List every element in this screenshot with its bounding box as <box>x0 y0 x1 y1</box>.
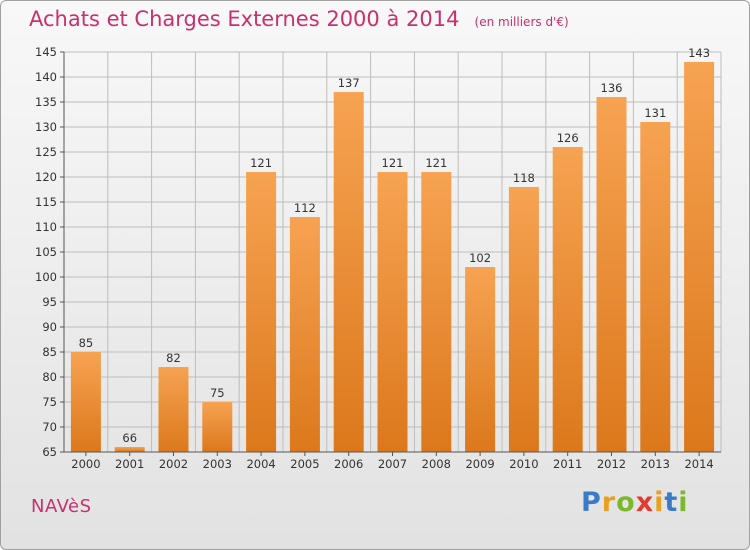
x-tick-label: 2001 <box>115 457 144 471</box>
x-tick-label: 2004 <box>246 457 275 471</box>
bar <box>246 172 277 452</box>
logo-letter: x <box>635 487 655 518</box>
y-tick-label: 115 <box>35 195 57 209</box>
x-tick-label: 2007 <box>378 457 407 471</box>
bar <box>70 352 101 452</box>
town-name: NAVèS <box>31 496 92 517</box>
x-tick-label: 2000 <box>71 457 100 471</box>
bar <box>640 122 671 452</box>
value-label: 112 <box>294 201 316 215</box>
logo-letter: r <box>601 487 617 518</box>
y-tick-label: 145 <box>35 45 57 59</box>
y-tick-label: 135 <box>35 95 57 109</box>
value-label: 136 <box>601 81 623 95</box>
y-tick-label: 70 <box>42 420 57 434</box>
value-label: 85 <box>79 336 94 350</box>
chart-subtitle: (en milliers d'€) <box>474 15 569 29</box>
x-tick-label: 2005 <box>290 457 319 471</box>
y-tick-label: 140 <box>35 70 57 84</box>
bar <box>289 217 320 452</box>
value-label: 121 <box>425 156 447 170</box>
value-label: 126 <box>557 131 579 145</box>
x-tick-label: 2006 <box>334 457 363 471</box>
x-tick-label: 2012 <box>597 457 626 471</box>
bar <box>552 147 583 452</box>
x-tick-label: 2003 <box>203 457 232 471</box>
y-tick-label: 130 <box>35 120 57 134</box>
chart-title: Achats et Charges Externes 2000 à 2014 <box>29 7 460 31</box>
x-tick-label: 2014 <box>684 457 713 471</box>
value-label: 137 <box>338 76 360 90</box>
y-tick-label: 90 <box>42 320 57 334</box>
bars <box>70 62 715 452</box>
logo-letter: i <box>654 487 665 518</box>
value-label: 75 <box>210 386 225 400</box>
x-tick-label: 2010 <box>509 457 538 471</box>
bar <box>377 172 408 452</box>
value-label: 131 <box>644 106 666 120</box>
bar <box>596 97 627 452</box>
value-label: 82 <box>166 351 181 365</box>
logo-letter: i <box>678 487 689 518</box>
bar <box>158 367 189 452</box>
logo-letter: o <box>616 487 636 518</box>
y-tick-label: 110 <box>35 220 57 234</box>
x-tick-label: 2009 <box>465 457 494 471</box>
title-row: Achats et Charges Externes 2000 à 2014 (… <box>29 7 569 31</box>
logo-letter: P <box>581 487 602 518</box>
y-tick-label: 85 <box>42 345 57 359</box>
y-tick-label: 80 <box>42 370 57 384</box>
axes <box>60 51 721 456</box>
y-tick-label: 95 <box>42 295 57 309</box>
value-label: 66 <box>122 431 137 445</box>
x-tick-label: 2008 <box>422 457 451 471</box>
bar <box>202 402 233 452</box>
y-tick-label: 125 <box>35 145 57 159</box>
bar <box>684 62 715 452</box>
logo-letter: t <box>664 487 679 518</box>
value-label: 102 <box>469 251 491 265</box>
proxiti-logo[interactable]: Proxiti <box>581 487 689 518</box>
value-label: 143 <box>688 46 710 60</box>
bar <box>333 92 364 452</box>
bar <box>508 187 539 452</box>
bar <box>465 267 496 452</box>
y-tick-label: 120 <box>35 170 57 184</box>
bar <box>114 447 145 452</box>
y-tick-label: 105 <box>35 245 57 259</box>
y-tick-label: 75 <box>42 395 57 409</box>
x-tick-label: 2002 <box>159 457 188 471</box>
labels: 65 70 75 80 85 90 95 100 105 110 115 120 125 130 135 14… <box>35 45 714 471</box>
value-label: 121 <box>382 156 404 170</box>
value-label: 121 <box>250 156 272 170</box>
value-label: 118 <box>513 171 535 185</box>
y-tick-label: 100 <box>35 270 57 284</box>
x-tick-label: 2013 <box>641 457 670 471</box>
bar <box>421 172 452 452</box>
x-tick-label: 2011 <box>553 457 582 471</box>
y-tick-label: 65 <box>42 445 57 459</box>
